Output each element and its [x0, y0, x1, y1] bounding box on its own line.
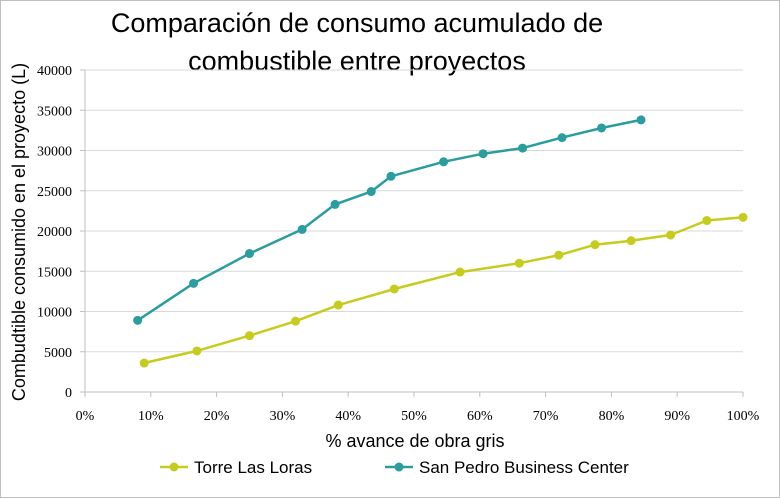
data-point: [333, 300, 343, 310]
data-point: [590, 240, 600, 250]
data-point: [297, 224, 307, 234]
y-tick-label: 40000: [37, 64, 72, 79]
legend-label: Torre Las Loras: [194, 458, 312, 477]
data-point: [386, 171, 396, 181]
x-tick-label: 100%: [727, 409, 760, 424]
data-point: [738, 212, 748, 222]
data-point: [245, 331, 254, 341]
data-point: [366, 187, 376, 197]
y-tick-label: 30000: [37, 145, 72, 160]
series-2: [133, 115, 646, 325]
legend-marker: [169, 462, 179, 472]
data-point: [597, 123, 607, 133]
data-point: [133, 315, 143, 325]
y-tick-label: 10000: [37, 306, 72, 321]
y-tick-label: 25000: [37, 185, 72, 200]
data-point: [439, 157, 449, 167]
x-tick-label: 40%: [335, 409, 361, 424]
y-tick-label: 35000: [37, 104, 72, 119]
chart-title-line-1: Comparación de consumo acumulado de: [111, 8, 603, 38]
x-tick-label: 0%: [76, 409, 95, 424]
data-point: [455, 267, 465, 277]
series-1: [139, 212, 748, 368]
legend: Torre Las Loras San Pedro Business Center: [160, 458, 629, 477]
data-point: [245, 249, 254, 259]
legend-item: Torre Las Loras: [160, 458, 312, 477]
x-tick-label: 50%: [401, 409, 427, 424]
series: [133, 115, 748, 368]
x-tick-label: 10%: [138, 409, 164, 424]
data-point: [626, 236, 636, 246]
legend-label: San Pedro Business Center: [419, 458, 629, 477]
gridlines: [85, 69, 743, 353]
y-tick-labels: 0 5000 10000 15000 20000 25000 30000 35000 40000: [37, 64, 72, 401]
data-point: [291, 316, 301, 326]
data-point: [478, 149, 488, 159]
data-point: [518, 143, 528, 153]
legend-item: San Pedro Business Center: [385, 458, 629, 477]
y-tick-label: 0: [65, 386, 72, 401]
x-axis-title: % avance de obra gris: [325, 431, 504, 451]
x-tick-label: 80%: [599, 409, 625, 424]
data-point: [330, 199, 340, 209]
data-point: [557, 133, 567, 143]
series-line: [143, 216, 744, 365]
x-tick-label: 70%: [533, 409, 559, 424]
y-tick-label: 15000: [37, 265, 72, 280]
x-tick-label: 90%: [664, 409, 690, 424]
data-point: [666, 230, 676, 240]
data-point: [554, 250, 564, 260]
x-tick-labels: 0% 10% 20% 30% 40% 50% 60% 70% 80% 90% 100%: [76, 409, 760, 424]
chart-title-line-2: combustible entre proyectos: [188, 46, 526, 76]
x-tick-label: 20%: [204, 409, 230, 424]
y-tick-label: 5000: [44, 346, 72, 361]
data-point: [514, 258, 524, 268]
axes: [80, 69, 744, 397]
data-point: [192, 346, 202, 356]
data-point: [389, 284, 399, 294]
y-tick-label: 20000: [37, 225, 72, 240]
x-tick-label: 60%: [467, 409, 493, 424]
data-point: [189, 278, 199, 288]
data-point: [139, 358, 149, 368]
data-point: [702, 216, 712, 226]
x-tick-label: 30%: [270, 409, 296, 424]
legend-marker: [394, 462, 404, 472]
y-axis-title: Combudtible consumido en el proyecto (L): [9, 63, 29, 401]
data-point: [636, 115, 646, 125]
